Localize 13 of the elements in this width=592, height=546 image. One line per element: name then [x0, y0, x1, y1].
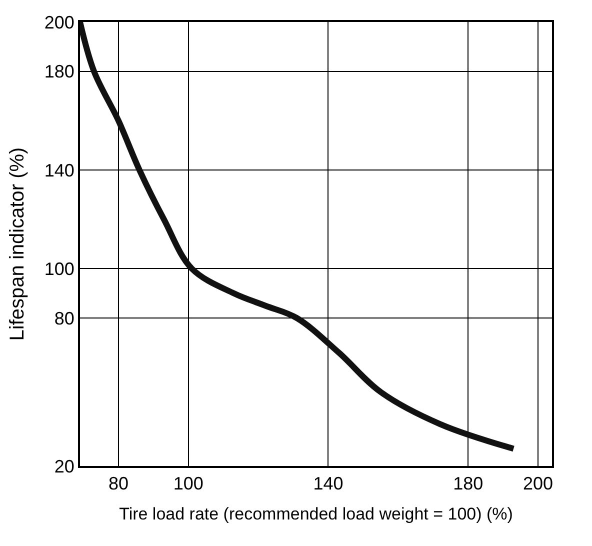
- y-tick-label: 200: [44, 12, 74, 32]
- x-tick-label: 100: [173, 474, 204, 494]
- y-tick-label: 140: [44, 160, 74, 180]
- x-tick-label: 200: [522, 474, 554, 494]
- y-tick-label: 100: [44, 258, 74, 279]
- y-axis-title: Lifespan indicator (%): [6, 147, 28, 341]
- x-tick-label: 80: [108, 474, 128, 494]
- x-axis-title: Tire load rate (recommended load weight = 100) (%): [119, 504, 513, 524]
- y-tick-label: 180: [44, 62, 74, 82]
- x-tick-label: 140: [313, 474, 344, 494]
- x-tick-label: 180: [453, 474, 484, 494]
- y-tick-label: 80: [54, 308, 74, 328]
- y-tick-label: 20: [54, 456, 74, 476]
